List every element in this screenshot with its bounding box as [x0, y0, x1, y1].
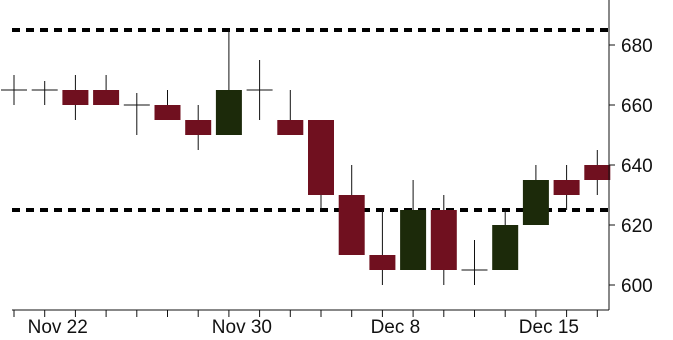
y-tick-label: 600	[621, 276, 653, 297]
candle	[553, 165, 580, 210]
candle	[430, 195, 457, 285]
candle	[277, 90, 304, 135]
candle	[62, 75, 89, 120]
candle	[1, 75, 27, 105]
y-tick-label: 620	[621, 216, 653, 237]
candle	[308, 120, 334, 210]
candle	[185, 105, 212, 150]
candle	[123, 93, 150, 135]
x-tick-label: Dec 15	[519, 317, 579, 338]
candle-body	[522, 180, 549, 225]
candle-body	[62, 90, 89, 105]
x-tick-label: Dec 8	[371, 317, 421, 338]
candle	[492, 210, 519, 270]
y-tick-label: 660	[621, 96, 653, 117]
candle-body	[277, 120, 304, 135]
candle-body	[154, 105, 181, 120]
candle	[369, 210, 396, 285]
candle-body	[93, 90, 120, 105]
candle	[31, 81, 58, 105]
reference-lines	[12, 28, 609, 212]
candle-body	[185, 120, 212, 135]
x-tick-label: Nov 22	[28, 317, 88, 338]
candle-body	[338, 195, 365, 255]
candle	[154, 90, 181, 120]
candles	[1, 30, 611, 285]
candle	[584, 150, 611, 195]
candle	[93, 75, 120, 105]
y-tick-label: 680	[621, 36, 653, 57]
candle	[522, 165, 549, 225]
candle-body	[400, 210, 427, 270]
y-tick-label: 640	[621, 156, 653, 177]
candle-body	[215, 90, 242, 135]
candle	[461, 240, 488, 285]
candle	[215, 30, 242, 135]
candle-body	[369, 255, 396, 270]
candle-body	[553, 180, 580, 195]
candle	[400, 180, 427, 270]
candle	[246, 60, 273, 120]
axes: 600 620 640 660 680 Nov 22 Nov 30 Dec 8 Dec 15	[12, 0, 653, 338]
candle-body	[430, 210, 457, 270]
candle	[338, 165, 365, 255]
candle-body	[308, 120, 334, 195]
x-tick-label: Nov 30	[212, 317, 272, 338]
candle-body	[492, 225, 519, 270]
candle-body	[584, 165, 611, 180]
